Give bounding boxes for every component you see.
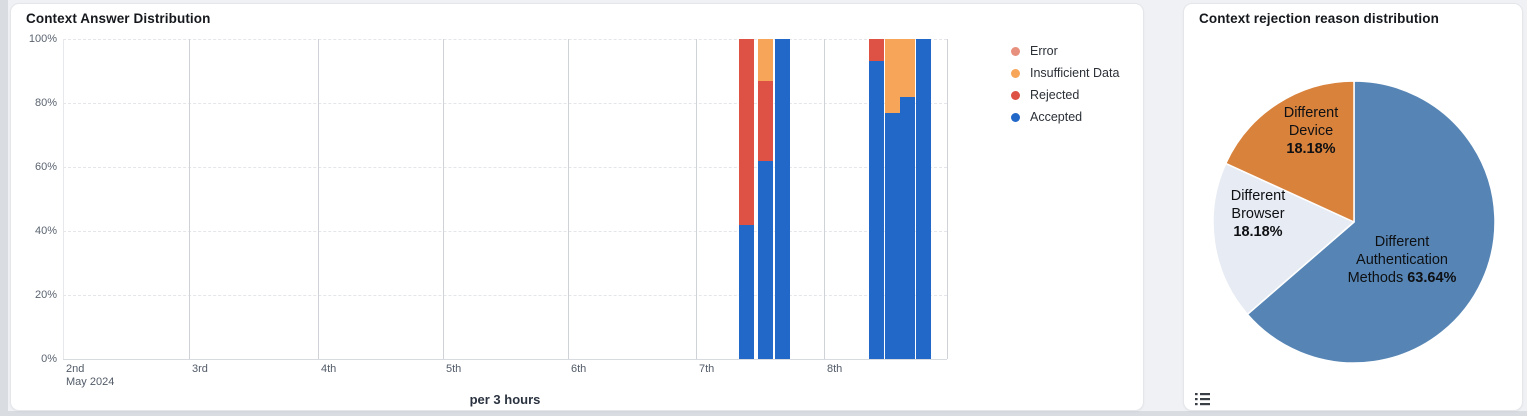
y-tick-label: 60%	[34, 161, 57, 173]
x-tick-label: 8th	[827, 363, 843, 375]
pie-chart	[1212, 80, 1496, 364]
page-bottom-gutter	[0, 411, 1527, 416]
legend-dot-icon	[1011, 112, 1020, 122]
bar-segment-accepted[interactable]	[916, 39, 931, 359]
context-rejection-reason-panel: Context rejection reason distribution Di…	[1183, 3, 1523, 411]
legend-item-rejected[interactable]: Rejected	[1011, 84, 1119, 106]
gridline-horizontal	[63, 39, 947, 40]
bar-segment-accepted[interactable]	[900, 96, 915, 359]
x-axis-line	[63, 359, 947, 360]
pie-slice-label: Different Browser 18.18%	[1230, 188, 1286, 240]
pie-slice-label: Different Authentication Methods 63.64%	[1347, 234, 1457, 286]
bar-segment-accepted[interactable]	[739, 224, 754, 359]
pie-slice[interactable]	[1224, 80, 1355, 223]
x-tick-label: 7th	[699, 363, 715, 375]
stacked-bar-chart: 2nd May 2024 3rd 4th 5th 6th 7th 8th	[63, 39, 948, 388]
gridline-horizontal	[63, 103, 947, 104]
stacked-bar[interactable]	[869, 39, 884, 359]
bar-segment-accepted[interactable]	[758, 160, 773, 359]
gridline-horizontal	[63, 231, 947, 232]
gridline-vertical	[443, 39, 444, 359]
stacked-bar[interactable]	[916, 39, 931, 359]
legend-dot-icon	[1011, 90, 1020, 100]
pie-slice[interactable]	[1212, 162, 1355, 316]
stacked-bar[interactable]	[739, 39, 754, 359]
stacked-bar[interactable]	[775, 39, 790, 359]
x-tick-label: 6th	[571, 363, 587, 375]
stacked-bar[interactable]	[758, 39, 773, 359]
bar-segment-insufficient_data[interactable]	[900, 39, 915, 97]
y-tick-label: 100%	[28, 33, 57, 45]
gridline-vertical	[63, 39, 64, 359]
panel-title: Context Answer Distribution	[26, 11, 211, 26]
legend-label: Rejected	[1030, 88, 1080, 102]
gridline-vertical	[947, 39, 948, 359]
legend-item-insufficient_data[interactable]: Insufficient Data	[1011, 62, 1119, 84]
legend-item-error[interactable]: Error	[1011, 40, 1119, 62]
legend-label: Insufficient Data	[1030, 66, 1120, 80]
y-tick-label: 20%	[34, 289, 57, 301]
bar-segment-accepted[interactable]	[885, 112, 900, 359]
gridline-vertical	[568, 39, 569, 359]
context-answer-distribution-panel: Context Answer Distribution 2nd May 2024 3…	[10, 3, 1144, 411]
legend-label: Accepted	[1030, 110, 1083, 124]
bar-segment-insufficient_data[interactable]	[758, 39, 773, 81]
gridline-vertical	[696, 39, 697, 359]
gridline-horizontal	[63, 295, 947, 296]
legend-label: Error	[1030, 44, 1058, 58]
legend-list-icon[interactable]	[1193, 390, 1211, 408]
y-tick-label: 80%	[34, 97, 57, 109]
y-tick-label: 40%	[34, 225, 57, 237]
gridline-vertical	[318, 39, 319, 359]
bar-segment-insufficient_data[interactable]	[885, 39, 900, 113]
gridline-vertical	[189, 39, 190, 359]
gridline-horizontal	[63, 167, 947, 168]
legend-dot-icon	[1011, 46, 1020, 56]
x-tick-label: 2nd May 2024	[66, 363, 115, 388]
bar-segment-rejected[interactable]	[758, 80, 773, 161]
legend-item-accepted[interactable]: Accepted	[1011, 106, 1119, 128]
bar-segment-accepted[interactable]	[869, 61, 884, 359]
stacked-bar[interactable]	[885, 39, 900, 359]
panel-title: Context rejection reason distribution	[1199, 11, 1439, 26]
pie-slice-label: Different Device 18.18%	[1283, 105, 1339, 157]
y-tick-label: 0%	[41, 353, 57, 365]
x-tick-label: 5th	[446, 363, 462, 375]
legend-dot-icon	[1011, 68, 1020, 78]
chart-legend: Error Insufficient Data Rejected Accepted	[1011, 40, 1119, 128]
x-tick-label: 3rd	[192, 363, 208, 375]
gridline-vertical	[824, 39, 825, 359]
bar-segment-accepted[interactable]	[775, 39, 790, 359]
x-tick-label: 4th	[321, 363, 337, 375]
page-left-gutter	[0, 0, 8, 416]
bar-segment-rejected[interactable]	[869, 39, 884, 62]
bar-segment-rejected[interactable]	[739, 39, 754, 225]
stacked-bar[interactable]	[900, 39, 915, 359]
x-axis-caption: per 3 hours	[469, 392, 541, 407]
pie-slice[interactable]	[1246, 80, 1496, 364]
